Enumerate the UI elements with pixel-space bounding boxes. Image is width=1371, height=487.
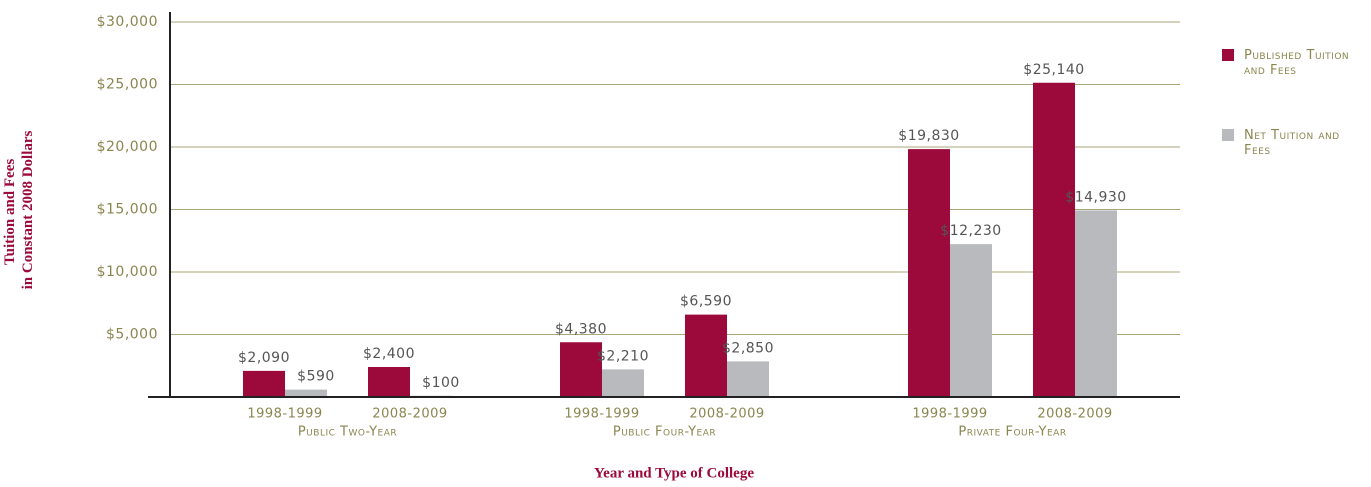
- x-tick-label: 1998-1999: [247, 407, 322, 422]
- bar: [727, 361, 769, 397]
- value-label: $2,210: [597, 348, 649, 364]
- value-label: $2,090: [238, 350, 290, 366]
- bar: [685, 314, 727, 397]
- y-tick-label: $5,000: [106, 327, 158, 343]
- legend-label: Published Tuition and Fees: [1244, 48, 1350, 78]
- value-label: $4,380: [555, 321, 607, 337]
- value-label: $100: [422, 375, 460, 391]
- legend-item: Net Tuition and Fees: [1222, 128, 1367, 158]
- y-tick-label: $30,000: [97, 14, 158, 30]
- bar: [1075, 210, 1117, 397]
- bar: [602, 369, 644, 397]
- group-label: Public Two-Year: [298, 425, 397, 440]
- legend-swatch: [1222, 129, 1234, 141]
- y-axis-title-line: in Constant 2008 Dollars: [20, 130, 36, 289]
- x-tick-label: 2008-2009: [689, 407, 764, 422]
- bar: [908, 149, 950, 397]
- legend-item: Published Tuition and Fees: [1222, 48, 1367, 78]
- value-label: $14,930: [1065, 189, 1126, 205]
- y-tick-label: $20,000: [97, 139, 158, 155]
- value-label: $6,590: [680, 294, 732, 310]
- value-label: $12,230: [940, 223, 1001, 239]
- value-label: $2,850: [722, 340, 774, 356]
- group-label: Private Four-Year: [958, 425, 1066, 440]
- value-label: $590: [297, 369, 335, 385]
- bar: [368, 367, 410, 397]
- y-tick-label: $25,000: [97, 77, 158, 93]
- bar: [285, 389, 327, 397]
- x-tick-label: 1998-1999: [564, 407, 639, 422]
- x-axis-title: Year and Type of College: [594, 465, 754, 481]
- legend-swatch: [1222, 49, 1234, 61]
- bar: [243, 370, 285, 397]
- y-axis-title: Tuition and Fees in Constant 2008 Dollar…: [2, 130, 36, 289]
- bar: [560, 342, 602, 397]
- value-label: $25,140: [1023, 62, 1084, 78]
- x-tick-label: 1998-1999: [912, 407, 987, 422]
- bar: [950, 244, 992, 397]
- y-tick-label: $15,000: [97, 202, 158, 218]
- group-label: Public Four-Year: [613, 425, 716, 440]
- bar: [1033, 82, 1075, 397]
- value-label: $2,400: [363, 346, 415, 362]
- y-tick-label: $10,000: [97, 264, 158, 280]
- value-label: $19,830: [898, 128, 959, 144]
- y-axis-title-line: Tuition and Fees: [2, 159, 18, 265]
- x-tick-label: 2008-2009: [372, 407, 447, 422]
- legend-label: Net Tuition and Fees: [1244, 128, 1340, 158]
- x-tick-label: 2008-2009: [1037, 407, 1112, 422]
